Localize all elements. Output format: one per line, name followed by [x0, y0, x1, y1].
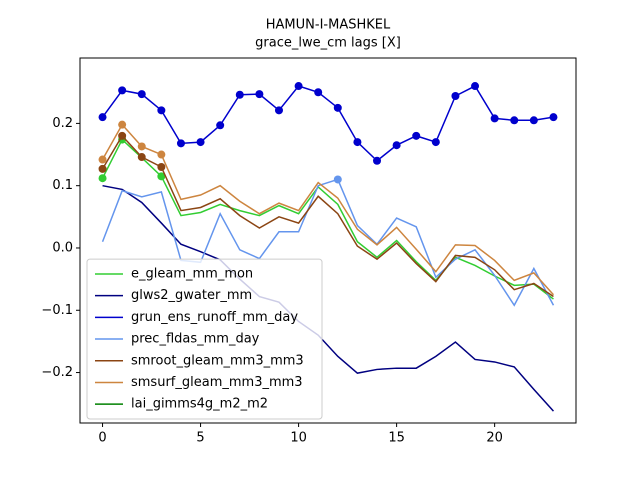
series-line — [101, 123, 555, 296]
x-tick-label: 10 — [290, 431, 307, 446]
x-tick-label: 20 — [486, 431, 503, 446]
chart-subtitle: grace_lwe_cm lags [X] — [255, 36, 401, 51]
series-marker — [118, 131, 127, 140]
series-marker — [490, 114, 499, 123]
legend-label: prec_fldas_mm_day — [131, 332, 260, 347]
series-marker — [333, 103, 342, 112]
series-marker — [353, 138, 362, 147]
legend-label: smsurf_gleam_mm3_mm3 — [131, 375, 303, 390]
series-marker — [314, 88, 323, 97]
series-marker — [294, 82, 303, 91]
series-marker — [510, 116, 519, 125]
series-line — [101, 178, 555, 307]
series-marker — [471, 82, 480, 91]
series-marker — [98, 164, 107, 173]
series-marker — [392, 141, 401, 150]
series-marker — [373, 156, 382, 165]
series-marker — [157, 172, 166, 181]
y-tick-label: 0.1 — [52, 178, 73, 193]
y-tick-label: 0.0 — [52, 240, 73, 255]
series-marker — [412, 131, 421, 140]
series-line — [101, 134, 554, 298]
y-tick-label: −0.2 — [41, 365, 73, 380]
series-marker — [118, 120, 127, 129]
series-marker — [176, 139, 185, 148]
x-tick-label: 15 — [388, 431, 405, 446]
legend-box — [86, 258, 323, 420]
series-marker — [118, 86, 127, 95]
plot-frame — [79, 57, 577, 424]
series-marker — [235, 90, 244, 99]
series-marker — [196, 138, 205, 147]
chart-title: HAMUN-I-MASHKEL — [266, 18, 391, 33]
x-tick-label: 5 — [196, 431, 204, 446]
series-marker — [137, 142, 146, 151]
series-marker — [549, 113, 558, 122]
legend-label: grun_ens_runoff_mm_day — [131, 310, 298, 325]
legend-label: glws2_gwater_mm — [131, 288, 252, 303]
series-line — [102, 184, 555, 412]
y-tick-label: −0.1 — [41, 303, 73, 318]
series-marker — [98, 113, 107, 122]
series-marker — [98, 174, 107, 183]
legend: e_gleam_mm_mon glws2_gwater_mm grun_ens_ru… — [86, 258, 323, 420]
y-tick-label: 0.2 — [52, 116, 73, 131]
x-tick-label: 0 — [98, 431, 106, 446]
series-marker — [529, 116, 538, 125]
legend-label: lai_gimms4g_m2_m2 — [131, 397, 268, 412]
series-marker — [98, 155, 107, 164]
series-marker — [137, 153, 146, 162]
series-marker — [157, 150, 166, 159]
series-line — [101, 85, 554, 162]
series-marker — [216, 121, 225, 130]
series-marker — [255, 90, 264, 99]
series-marker — [157, 106, 166, 115]
series-marker — [157, 163, 166, 172]
legend-label: smroot_gleam_mm3_mm3 — [131, 353, 304, 368]
series-marker — [137, 90, 146, 99]
series-marker — [274, 106, 283, 115]
series-marker — [451, 91, 460, 100]
series-marker — [431, 138, 440, 147]
series-marker — [333, 175, 342, 184]
legend-label: e_gleam_mm_mon — [131, 266, 253, 281]
series-line — [101, 138, 554, 300]
